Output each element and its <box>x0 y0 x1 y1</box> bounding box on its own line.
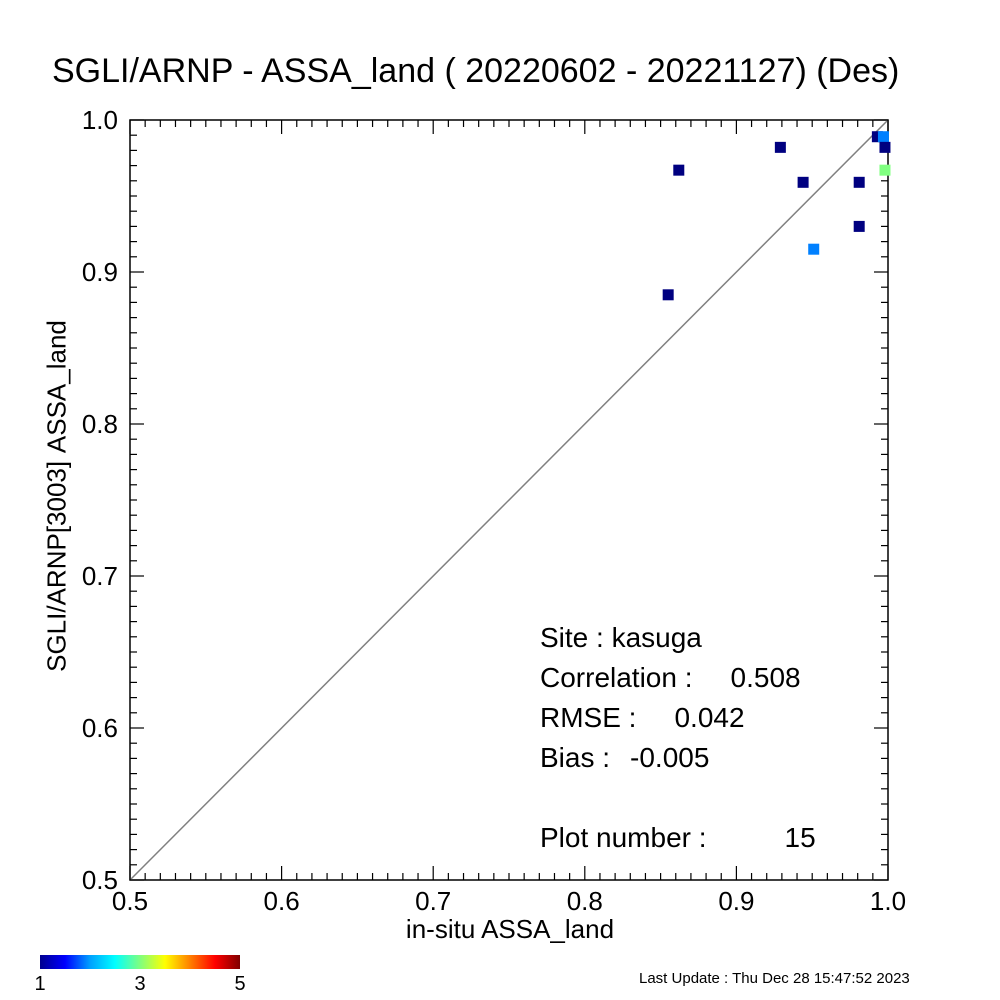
y-axis-label: SGLI/ARNP[3003] ASSA_land <box>41 320 72 672</box>
colorbar-tick-min: 1 <box>34 973 46 995</box>
data-point <box>662 289 674 301</box>
data-point <box>877 131 889 143</box>
y-tick-label: 1.0 <box>82 105 118 135</box>
x-tick-label: 0.9 <box>718 886 754 916</box>
correlation-key: Correlation : <box>540 662 693 693</box>
bias-key: Bias : <box>540 742 611 773</box>
data-point <box>853 220 865 232</box>
x-tick-label: 0.7 <box>415 886 451 916</box>
last-update-text: Last Update : Thu Dec 28 15:47:52 2023 <box>639 970 910 987</box>
data-point <box>673 164 685 176</box>
data-points <box>662 131 891 301</box>
plot-number-key: Plot number : <box>540 822 707 853</box>
y-tick-label: 0.9 <box>82 257 118 287</box>
plot-number-stat: Plot number : 15 <box>540 822 816 854</box>
colorbar-tick-mid: 3 <box>134 973 146 995</box>
site-stat: Site : kasuga <box>540 622 702 654</box>
chart-title: SGLI/ARNP - ASSA_land ( 20220602 - 20221… <box>52 52 900 90</box>
correlation-stat: Correlation : 0.508 <box>540 662 801 694</box>
rmse-value: 0.042 <box>674 702 745 733</box>
site-value: kasuga <box>611 622 702 653</box>
colorbar <box>40 955 240 969</box>
colorbar-tick-max: 5 <box>234 973 246 995</box>
x-axis-label: in-situ ASSA_land <box>405 914 615 944</box>
data-point <box>879 164 891 176</box>
data-point <box>871 131 883 143</box>
one-to-one-line <box>129 119 889 881</box>
correlation-value: 0.508 <box>730 662 801 693</box>
bias-stat: Bias : -0.005 <box>540 742 709 774</box>
axes: 0.5 0.6 0.7 0.8 0.9 1.0 0.5 0.6 0.7 0.8 0.9 1.0 <box>82 105 906 916</box>
y-tick-label: 0.7 <box>82 561 118 591</box>
data-point <box>797 176 809 188</box>
x-tick-label: 0.6 <box>264 886 300 916</box>
y-tick-label: 0.5 <box>82 865 118 895</box>
x-tick-label: 0.5 <box>112 886 148 916</box>
site-key: Site : <box>540 622 612 653</box>
data-point <box>879 141 891 153</box>
data-point <box>774 141 786 153</box>
y-tick-label: 0.6 <box>82 713 118 743</box>
data-point <box>808 243 820 255</box>
rmse-stat: RMSE : 0.042 <box>540 702 745 734</box>
x-tick-label: 0.8 <box>567 886 603 916</box>
bias-value: -0.005 <box>630 742 710 773</box>
data-point <box>853 176 865 188</box>
plot-number-value: 15 <box>784 822 816 853</box>
rmse-key: RMSE : <box>540 702 637 733</box>
x-tick-label: 1.0 <box>870 886 906 916</box>
y-tick-label: 0.8 <box>82 409 118 439</box>
